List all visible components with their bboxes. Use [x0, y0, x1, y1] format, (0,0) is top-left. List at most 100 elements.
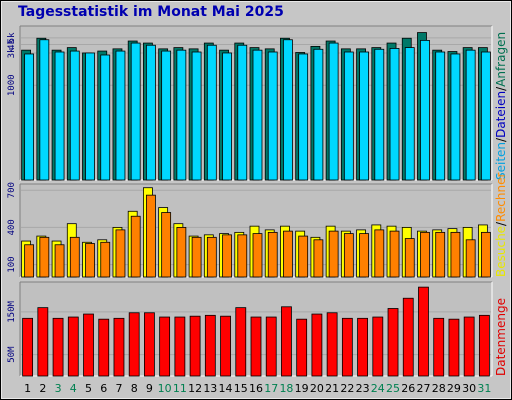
bar-datenmenge [357, 317, 368, 377]
bar-datenmenge [144, 312, 155, 377]
bar-rechner [130, 215, 141, 278]
bar-datenmenge [22, 317, 34, 377]
bar-datenmenge [220, 315, 231, 377]
bar-rechner [374, 229, 385, 278]
x-tick-label: 16 [249, 382, 263, 395]
bar-datenmenge [418, 286, 429, 377]
bar-rechner [328, 230, 339, 278]
bar-rechner [298, 235, 309, 278]
bar-datenmenge [250, 316, 262, 377]
bar-datenmenge [159, 316, 171, 377]
bar-datenmenge [402, 297, 414, 377]
bar-datenmenge [204, 314, 216, 377]
bar-seiten [100, 54, 111, 181]
bar-rechner [435, 231, 446, 278]
bar-datenmenge [478, 314, 490, 377]
legend-entry: Anfragen [494, 32, 508, 87]
legend: Seiten/Dateien/Anfragen [494, 32, 508, 180]
bar-seiten [480, 51, 491, 181]
bar-rechner [283, 230, 293, 278]
y-tick-label: 100 [7, 256, 17, 272]
bar-seiten [176, 49, 187, 181]
bar-seiten [389, 48, 400, 181]
bar-datenmenge [341, 317, 353, 377]
legend-entry: / [494, 86, 508, 91]
bar-datenmenge [98, 318, 110, 377]
x-tick-label: 3 [55, 382, 62, 395]
bar-seiten [130, 42, 141, 181]
bar-seiten [420, 39, 430, 181]
bar-datenmenge [83, 313, 94, 377]
legend-entry: Rechner [494, 173, 508, 222]
bar-datenmenge [387, 308, 399, 377]
y-tick-label: 5k [7, 32, 17, 43]
x-tick-label: 9 [146, 382, 153, 395]
bar-rechner [176, 226, 187, 278]
bar-datenmenge [174, 316, 186, 377]
x-tick-label: 29 [447, 382, 461, 395]
legend-entry: Datenmenge [494, 298, 508, 376]
bar-datenmenge [235, 307, 247, 377]
bar-rechner [480, 231, 491, 278]
bar-datenmenge [281, 306, 292, 377]
bar-seiten [237, 44, 248, 181]
bar-datenmenge [67, 316, 79, 377]
x-tick-label: 26 [401, 382, 415, 395]
x-tick-label: 8 [131, 382, 138, 395]
bar-seiten [267, 51, 278, 181]
bar-rechner [267, 231, 278, 278]
chart-title: Tagesstatistik im Monat Mai 2025 [18, 4, 284, 20]
bar-rechner [359, 233, 369, 278]
bar-seiten [374, 48, 385, 181]
bar-rechner [191, 236, 202, 278]
bar-seiten [343, 51, 354, 181]
bar-seiten [328, 42, 339, 181]
bar-datenmenge [311, 313, 323, 377]
bar-seiten [161, 50, 172, 181]
legend: Datenmenge [494, 298, 508, 376]
x-tick-label: 18 [279, 382, 293, 395]
bar-rechner [252, 233, 263, 278]
x-tick-label: 12 [188, 382, 202, 395]
bar-seiten [298, 53, 309, 181]
bar-datenmenge [265, 316, 277, 377]
legend-entry: / [494, 221, 508, 226]
x-tick-label: 20 [310, 382, 324, 395]
x-tick-label: 11 [173, 382, 187, 395]
bar-seiten [404, 47, 415, 181]
bar-seiten [222, 52, 232, 181]
bar-seiten [313, 48, 324, 181]
x-tick-label: 7 [115, 382, 122, 395]
x-tick-label: 10 [158, 382, 172, 395]
x-tick-label: 27 [416, 382, 430, 395]
y-tick-label: 50M [7, 346, 17, 363]
y-tick-label: 4k [7, 38, 17, 49]
bar-datenmenge [52, 317, 64, 377]
bar-seiten [283, 39, 293, 181]
x-tick-label: 13 [203, 382, 217, 395]
bar-datenmenge [326, 312, 338, 377]
bar-seiten [359, 51, 369, 181]
bar-seiten [146, 44, 156, 181]
bar-datenmenge [37, 307, 49, 377]
bar-seiten [39, 39, 50, 181]
bar-datenmenge [372, 316, 384, 377]
x-tick-label: 28 [432, 382, 446, 395]
x-tick-label: 19 [295, 382, 309, 395]
bar-datenmenge [433, 317, 445, 377]
bar-rechner [69, 236, 80, 278]
bar-seiten [24, 53, 35, 181]
y-tick-label: 1000 [7, 74, 17, 96]
bar-rechner [206, 236, 217, 278]
bar-seiten [252, 49, 263, 181]
x-tick-label: 15 [234, 382, 248, 395]
bar-rechner [465, 239, 476, 278]
bar-rechner [100, 241, 111, 278]
bar-rechner [161, 212, 172, 278]
x-tick-label: 14 [219, 382, 233, 395]
bar-rechner [24, 244, 35, 278]
bar-rechner [85, 243, 95, 278]
bar-seiten [115, 50, 126, 181]
